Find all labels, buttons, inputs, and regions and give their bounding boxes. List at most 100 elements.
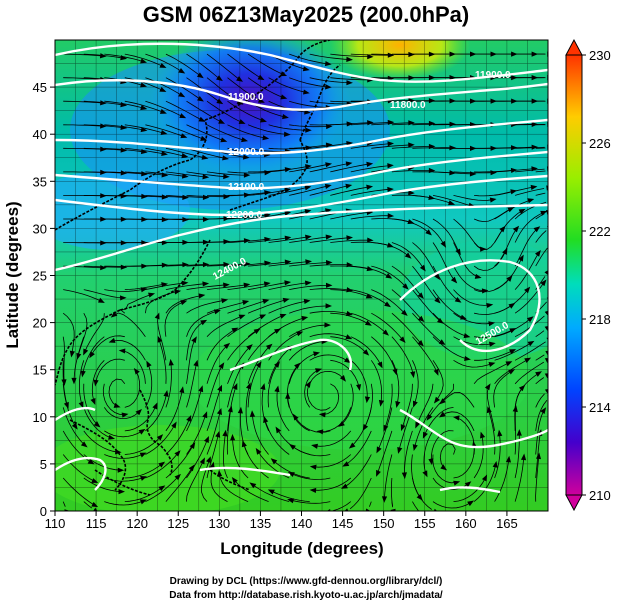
streamline-arrow <box>161 150 168 157</box>
streamline <box>268 317 305 338</box>
streamline-arrow <box>202 174 210 180</box>
streamline-arrow <box>292 413 299 421</box>
streamline <box>145 291 178 314</box>
streamline-arrow <box>425 229 432 236</box>
streamline <box>330 186 370 196</box>
streamline-arrow <box>263 415 269 423</box>
streamline <box>62 501 66 507</box>
streamline-arrow <box>253 328 261 335</box>
streamline-arrow <box>198 116 206 122</box>
streamline-arrow <box>193 359 199 367</box>
streamline-arrow <box>91 478 99 483</box>
streamline-arrow <box>284 259 292 265</box>
streamline-arrow <box>387 163 394 169</box>
streamline <box>102 383 125 415</box>
streamline <box>453 477 486 502</box>
streamline <box>247 346 270 384</box>
streamline <box>535 170 546 173</box>
streamline <box>206 345 228 384</box>
streamline <box>391 289 422 320</box>
streamline-arrow <box>549 99 554 103</box>
streamline <box>206 53 240 80</box>
streamline <box>292 446 331 457</box>
streamline <box>330 211 370 220</box>
streamline <box>62 477 95 506</box>
streamline-arrow <box>533 226 541 233</box>
streamline <box>412 336 438 373</box>
streamline <box>227 192 267 196</box>
streamline-arrow <box>440 240 447 248</box>
streamline <box>494 318 531 338</box>
streamline-arrow <box>530 184 538 191</box>
streamline-arrow <box>549 76 554 80</box>
streamline <box>391 123 432 126</box>
contour-label: 12100.0 <box>228 182 265 193</box>
streamline-arrow <box>118 489 125 495</box>
streamline-arrow <box>408 142 415 148</box>
streamline-arrow <box>238 314 246 320</box>
streamline-arrow <box>524 357 532 364</box>
streamline <box>289 236 329 243</box>
streamline <box>206 263 247 267</box>
streamline-arrow <box>181 173 189 179</box>
streamline <box>165 362 172 408</box>
streamline-arrow <box>249 482 257 489</box>
streamline-arrow <box>140 475 148 481</box>
streamline <box>432 195 472 207</box>
streamline <box>165 147 205 159</box>
streamline-arrow <box>387 186 394 193</box>
streamline <box>289 262 329 267</box>
streamline <box>350 312 387 334</box>
streamline <box>432 171 473 175</box>
streamline <box>104 124 144 131</box>
streamline-arrow <box>174 289 182 295</box>
streamline-arrow <box>324 60 332 67</box>
streamline <box>227 283 267 290</box>
streamline <box>289 100 329 108</box>
streamline <box>226 409 232 455</box>
streamline-arrow <box>410 371 416 379</box>
streamline-arrow <box>311 443 318 449</box>
streamline-arrow <box>257 74 265 81</box>
streamline <box>271 490 310 502</box>
streamline-arrow <box>231 327 239 333</box>
streamline-arrow <box>316 429 324 435</box>
streamline <box>313 477 352 491</box>
streamline-arrow <box>488 321 496 327</box>
streamline-arrow <box>387 213 395 219</box>
streamline-arrow <box>135 408 142 416</box>
streamline-arrow <box>199 457 205 465</box>
streamline-arrow <box>422 470 428 478</box>
y-tick-label: 15 <box>33 363 47 378</box>
streamline <box>432 454 457 484</box>
streamline-arrow <box>325 260 333 266</box>
streamline <box>124 406 157 432</box>
streamline-arrow <box>179 386 185 394</box>
streamline <box>535 330 545 338</box>
streamline-arrow <box>246 382 251 390</box>
streamline-arrow <box>216 75 223 82</box>
streamline-arrow <box>547 243 548 245</box>
streamline <box>124 487 163 502</box>
streamline <box>206 315 242 337</box>
streamline <box>371 265 407 288</box>
streamline <box>453 195 493 201</box>
streamline <box>206 216 247 220</box>
streamline-arrow <box>440 464 448 471</box>
streamline-arrow <box>178 67 186 74</box>
x-tick-label: 145 <box>332 516 354 531</box>
streamline-arrow <box>488 362 496 367</box>
streamline-arrow <box>159 87 167 92</box>
streamline-arrow <box>385 273 393 279</box>
streamline <box>309 185 349 196</box>
streamline <box>332 501 352 511</box>
streamline <box>309 53 349 60</box>
streamline <box>145 264 185 267</box>
streamline <box>186 171 226 178</box>
streamline-arrow <box>422 431 428 439</box>
streamline <box>289 124 329 128</box>
streamline-arrow <box>325 303 332 309</box>
streamline-arrow <box>453 480 461 486</box>
streamline-arrow <box>325 162 333 168</box>
streamline <box>309 142 349 149</box>
